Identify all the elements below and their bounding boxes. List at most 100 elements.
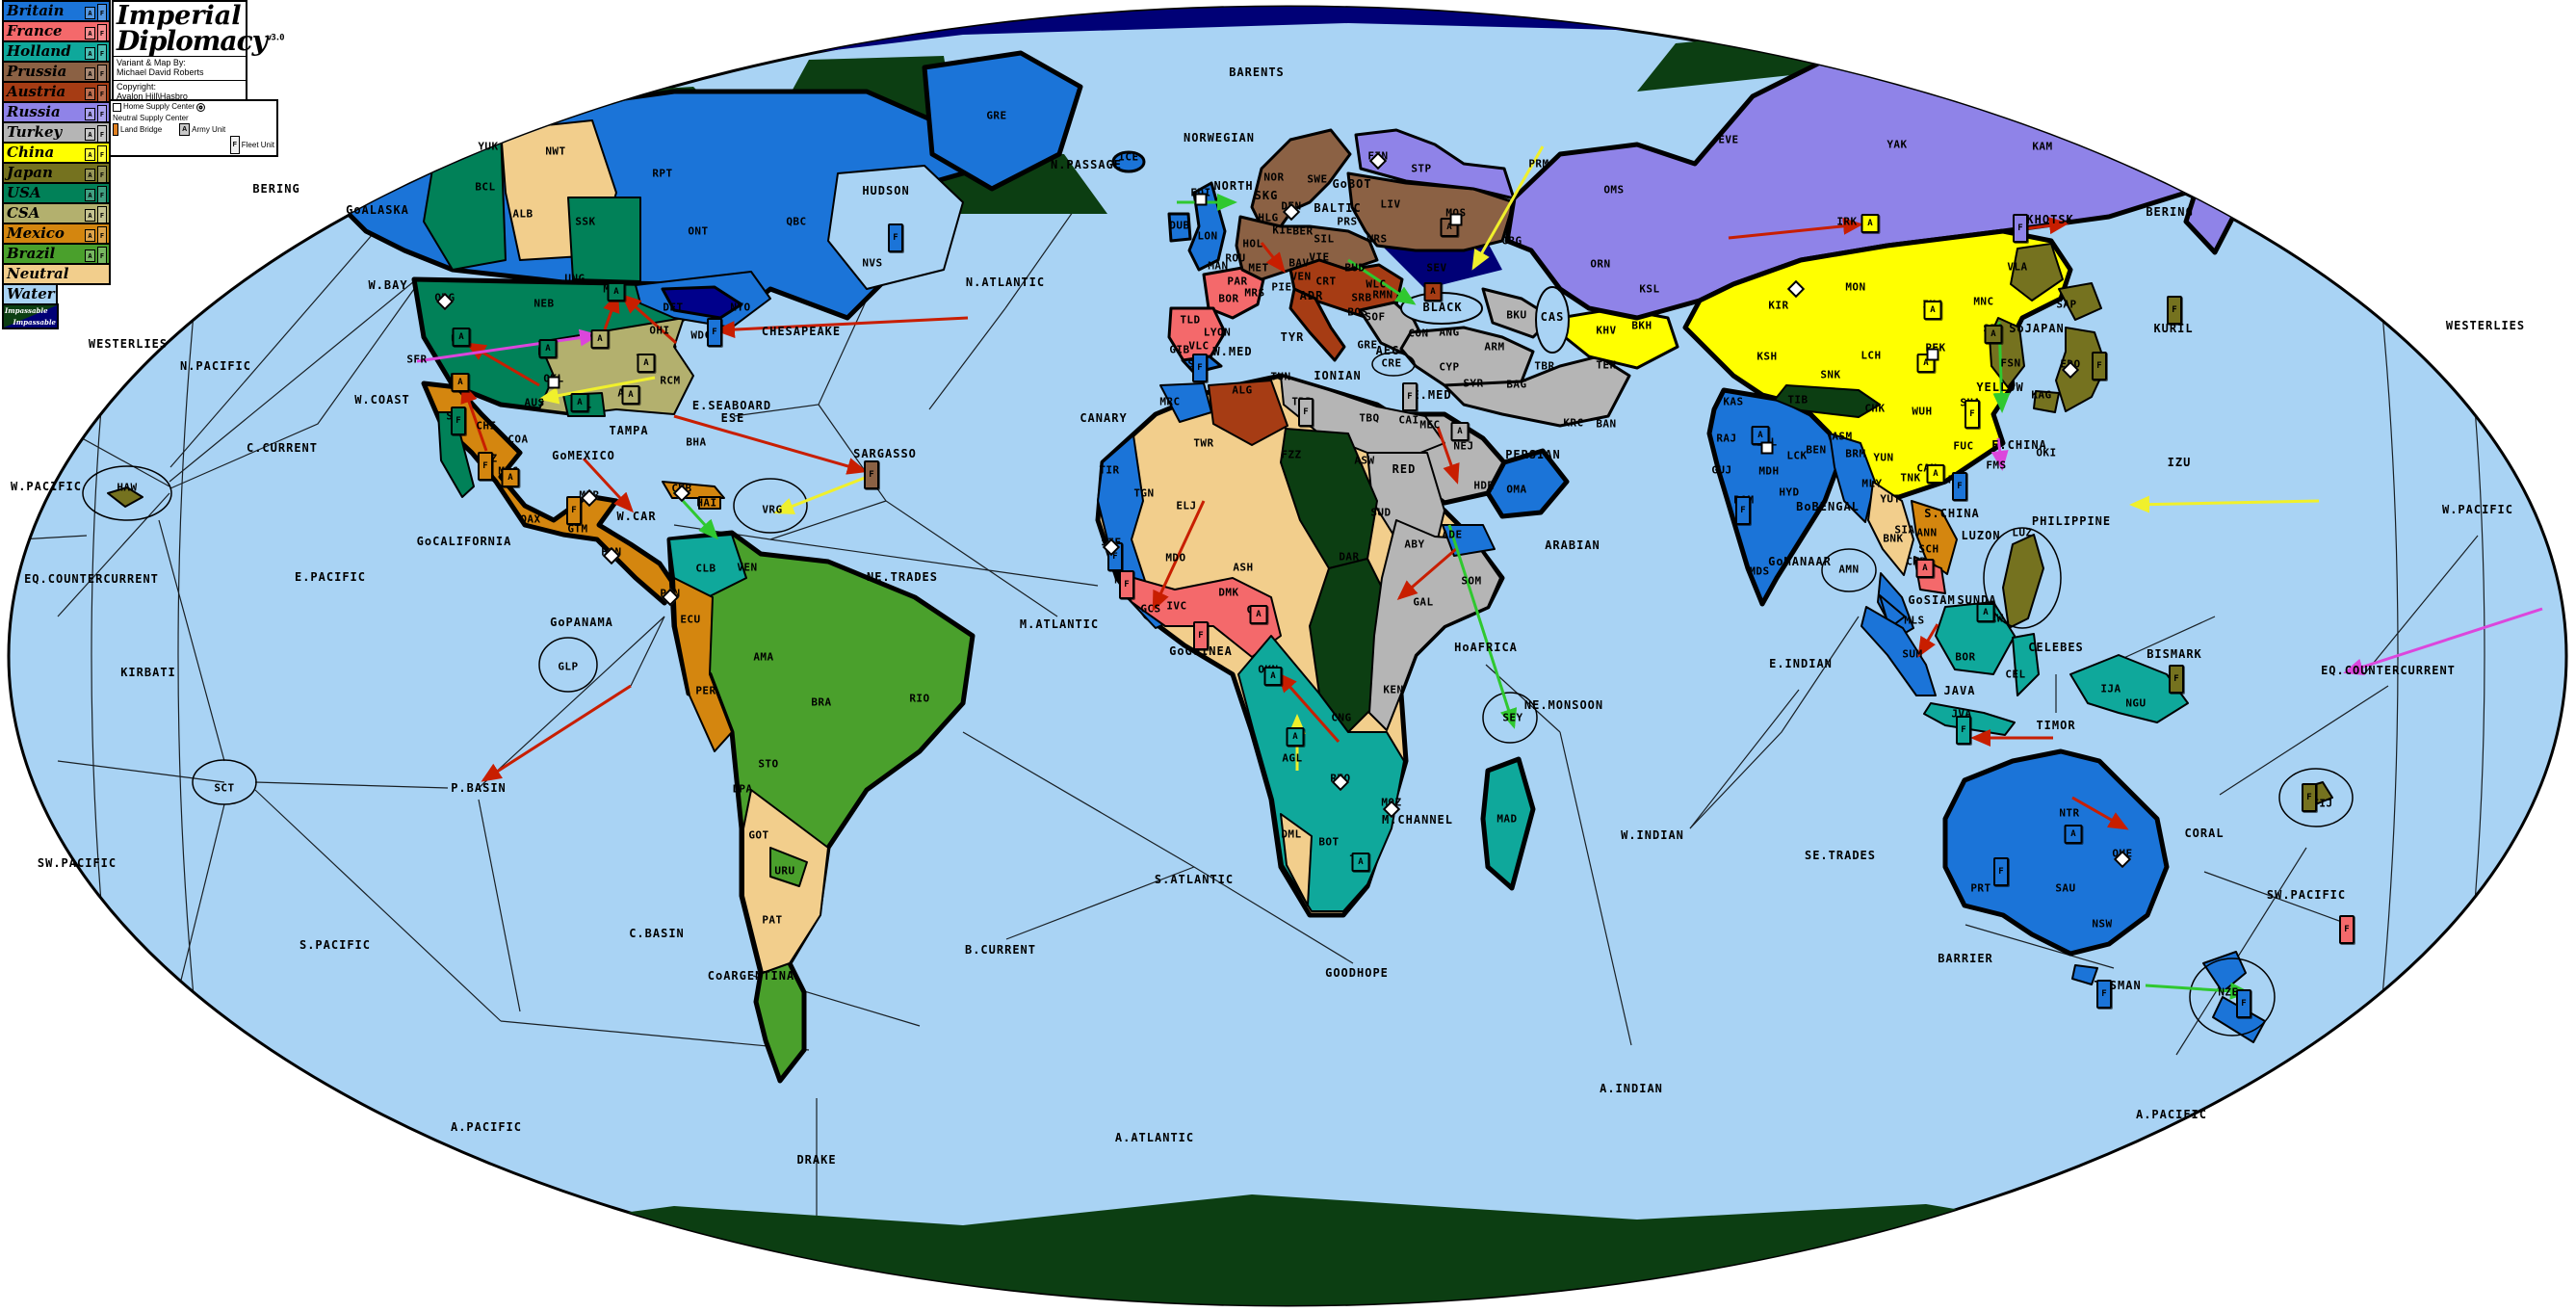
fleet-unit-japan[interactable]: F	[2169, 665, 2184, 694]
army-unit-csa[interactable]: A	[621, 385, 640, 405]
fleet-unit-china[interactable]: F	[1965, 400, 1980, 429]
territory-australia[interactable]	[1942, 748, 2170, 957]
fleet-unit-mexico[interactable]: F	[566, 496, 582, 525]
territory-philippines[interactable]	[2002, 534, 2044, 629]
army-unit-mexico[interactable]: A	[451, 373, 470, 392]
territory-south-africa-holland[interactable]	[1237, 635, 1405, 912]
territory-dml[interactable]	[1280, 813, 1313, 906]
fleet-unit-japan[interactable]: F	[2167, 296, 2182, 325]
territory-haw[interactable]	[107, 486, 143, 508]
fleet-unit-japan[interactable]: F	[2302, 783, 2317, 812]
army-unit-holland[interactable]: A	[1976, 603, 1995, 622]
territory-uru[interactable]	[769, 847, 808, 887]
legend-label: CSA	[7, 204, 40, 222]
army-unit-china[interactable]: A	[1860, 214, 1880, 233]
order-arrow-magenta	[1991, 437, 2009, 471]
army-unit-holland[interactable]: A	[1351, 853, 1370, 872]
fleet-unit-russia[interactable]: F	[2013, 214, 2028, 243]
fleet-unit-britain[interactable]: F	[1192, 354, 1208, 382]
fleet-unit-britain[interactable]: F	[888, 223, 903, 252]
order-arrow-green	[1347, 258, 1417, 305]
fleet-unit-mexico[interactable]: F	[478, 452, 493, 481]
army-unit-usa[interactable]: A	[538, 339, 558, 358]
fleet-unit-turkey[interactable]: F	[1298, 398, 1314, 427]
fleet-unit-label: Fleet Unit	[241, 140, 274, 149]
territory-bor[interactable]	[1935, 601, 2016, 675]
territory-per[interactable]	[673, 577, 733, 752]
territory-kag[interactable]	[2033, 390, 2060, 413]
territory-italy[interactable]	[1288, 287, 1346, 362]
army-unit-britain[interactable]: A	[1751, 426, 1770, 445]
army-unit-france[interactable]: A	[1915, 559, 1935, 578]
fleet-unit-france[interactable]: F	[2339, 915, 2355, 944]
legend-label: Turkey	[7, 123, 63, 141]
order-arrow-red	[1260, 242, 1286, 274]
fleet-unit-britain[interactable]: F	[2096, 980, 2112, 1009]
territory-mls[interactable]	[1879, 594, 1906, 629]
army-unit-britain[interactable]: A	[2064, 825, 2083, 844]
territory-tasmania[interactable]	[2071, 964, 2098, 985]
army-unit-austria[interactable]: A	[1423, 282, 1443, 302]
order-arrow-yellow	[773, 476, 866, 514]
territory-sap[interactable]	[2058, 282, 2102, 321]
army-unit-csa[interactable]: A	[637, 354, 656, 373]
army-unit-usa[interactable]: A	[570, 393, 589, 412]
territory-hai[interactable]	[698, 496, 721, 510]
home-supply-center-icon	[113, 102, 121, 112]
fleet-unit-prussia[interactable]: F	[864, 460, 879, 489]
fleet-unit-britain[interactable]: F	[1735, 496, 1751, 525]
fleet-unit-usa[interactable]: F	[451, 407, 466, 435]
fleet-unit-holland[interactable]: F	[1956, 716, 1971, 745]
great-lakes-impassable	[661, 285, 743, 320]
army-unit-usa[interactable]: A	[607, 282, 626, 302]
army-unit-holland[interactable]: A	[1286, 727, 1305, 747]
territory-madagascar[interactable]	[1480, 756, 1536, 891]
territory-sia[interactable]	[1867, 481, 1914, 576]
territory-edo[interactable]	[2055, 327, 2107, 412]
territory-fin-stp[interactable]	[1354, 128, 1516, 200]
army-icon: A	[85, 229, 95, 242]
territory-alg[interactable]	[1208, 380, 1288, 446]
territory-vla[interactable]	[2010, 243, 2064, 302]
army-unit-turkey[interactable]: A	[1450, 422, 1470, 441]
order-arrow-green	[1447, 524, 1518, 729]
legend-holland: Holland A F	[2, 40, 111, 63]
territory-iceland[interactable]	[1111, 150, 1146, 173]
territory-hdr-oma[interactable]	[1485, 448, 1570, 519]
army-unit-holland[interactable]: A	[1263, 667, 1283, 686]
territory-cel[interactable]	[2012, 633, 2040, 696]
legend-russia: Russia A F	[2, 101, 111, 123]
territory-greenland[interactable]	[922, 50, 1083, 192]
territory-ann[interactable]	[1911, 500, 1958, 575]
fleet-unit-japan[interactable]: F	[2092, 352, 2107, 380]
order-arrows	[416, 145, 2543, 1000]
army-unit-france[interactable]: A	[1249, 605, 1268, 624]
byline: Variant & Map By: Michael David Roberts	[117, 58, 204, 78]
army-icon: A	[85, 189, 95, 201]
territory-sum[interactable]	[1860, 606, 1937, 696]
fleet-unit-france[interactable]: F	[1193, 621, 1209, 650]
army-unit-csa[interactable]: A	[590, 329, 610, 349]
territory-clb[interactable]	[668, 534, 747, 598]
fleet-unit-britain[interactable]: F	[1952, 472, 1967, 501]
territory-ireland[interactable]	[1167, 212, 1192, 243]
impassable-label: Impassable	[13, 318, 56, 327]
territory-india-britain[interactable]	[1706, 387, 1842, 607]
territory-ssk[interactable]	[567, 197, 641, 282]
territory-middle-east[interactable]	[1443, 354, 1631, 428]
territory-brm[interactable]	[1829, 433, 1876, 523]
order-arrow-magenta	[2343, 607, 2543, 676]
army-unit-japan[interactable]: A	[1984, 325, 2003, 344]
army-unit-china[interactable]: A	[1923, 301, 1942, 320]
territory-new-guinea[interactable]	[2069, 654, 2189, 723]
fleet-unit-britain[interactable]: F	[707, 318, 722, 347]
army-unit-usa[interactable]: A	[452, 328, 471, 347]
fleet-unit-britain[interactable]: F	[2236, 989, 2251, 1018]
army-unit-mexico[interactable]: A	[501, 468, 520, 487]
fleet-unit-turkey[interactable]: F	[1402, 382, 1418, 411]
fleet-unit-britain[interactable]: F	[1993, 857, 2009, 886]
army-unit-china[interactable]: A	[1926, 464, 1945, 484]
fleet-unit-france[interactable]: F	[1119, 570, 1134, 599]
